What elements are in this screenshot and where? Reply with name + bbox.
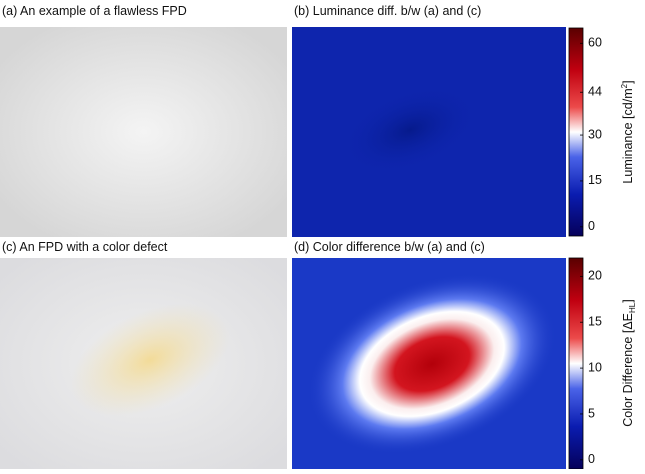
colorbar-label: Color Difference [ΔEHL]: [621, 299, 637, 426]
panel-title: (b) Luminance diff. b/w (a) and (c): [294, 4, 481, 18]
colorbar-label: Luminance [cd/m2]: [620, 80, 635, 183]
colorbar-tick-label: 0: [588, 219, 595, 233]
colorbar-tick-label: 20: [588, 269, 602, 283]
colorbar-tick-label: 10: [588, 360, 602, 374]
label-sub: HL: [628, 302, 637, 313]
colorbar-tick-label: 44: [588, 85, 602, 99]
image-a: [0, 27, 287, 237]
panel-title: (d) Color difference b/w (a) and (c): [294, 240, 485, 254]
colorbar-tick-label: 15: [588, 173, 602, 187]
colorbar-tick-label: 5: [588, 406, 595, 420]
label-text: Luminance [cd/m: [621, 88, 635, 183]
label-text: Color Difference [ΔE: [621, 313, 635, 427]
label-end: ]: [621, 80, 635, 83]
colorbar-tick-label: 0: [588, 452, 595, 466]
label-end: ]: [621, 299, 635, 302]
colorbar-tick-label: 60: [588, 36, 602, 50]
colorbar: [569, 28, 583, 236]
figure: (a) An example of a flawless FPD (b) Lum…: [0, 0, 645, 469]
panel-title: (c) An FPD with a color defect: [2, 240, 168, 254]
panel-title: (a) An example of a flawless FPD: [2, 4, 187, 18]
colorbar-tick-label: 30: [588, 127, 602, 141]
colorbar-tick-label: 15: [588, 315, 602, 329]
colorbar: [569, 258, 583, 469]
